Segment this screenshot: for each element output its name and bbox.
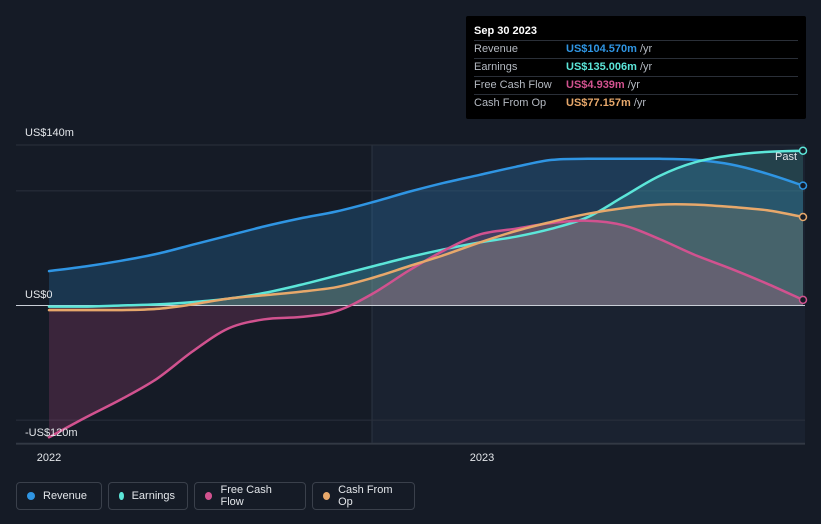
- tooltip-unit: /yr: [639, 43, 653, 55]
- tooltip-label: Earnings: [474, 61, 518, 73]
- tooltip-value: US$4.939m: [566, 79, 625, 91]
- legend-item-earnings[interactable]: Earnings: [108, 482, 188, 510]
- cash-from-op-endpoint: [798, 212, 808, 222]
- legend-label: Free Cash Flow: [220, 484, 272, 508]
- x-tick-label: 2023: [470, 452, 494, 464]
- revenue-area: [49, 158, 803, 306]
- tooltip: Sep 30 2023 Revenue US$104.570m /yr Earn…: [466, 16, 806, 119]
- tooltip-row-free-cash-flow: Free Cash Flow US$4.939m /yr: [474, 76, 798, 94]
- free-cash-flow-dot-icon: [205, 492, 213, 500]
- free-cash-flow-endpoint: [798, 295, 808, 305]
- earnings-dot-icon: [119, 492, 124, 500]
- earnings-line: [47, 149, 805, 308]
- legend: Revenue Earnings Free Cash Flow Cash Fro…: [16, 482, 415, 510]
- tooltip-row-cash-from-op: Cash From Op US$77.157m /yr: [474, 94, 798, 112]
- revenue-line: [47, 157, 805, 273]
- free-cash-flow-area: [49, 220, 803, 438]
- legend-label: Earnings: [131, 490, 175, 502]
- y-tick-label: -US$120m: [25, 427, 78, 439]
- earnings-endpoint: [798, 146, 808, 155]
- y-tick-label: US$140m: [25, 127, 74, 139]
- revenue-endpoint: [798, 181, 808, 190]
- tooltip-row-revenue: Revenue US$104.570m /yr: [474, 40, 798, 58]
- legend-item-cash-from-op[interactable]: Cash From Op: [312, 482, 415, 510]
- axis-labels: US$140m US$0 -US$120m 2022 2023 Past: [25, 127, 797, 464]
- tooltip-row-earnings: Earnings US$135.006m /yr: [474, 58, 798, 76]
- tooltip-date: Sep 30 2023: [474, 25, 537, 37]
- x-tick-label: 2022: [37, 452, 61, 464]
- cash-from-op-dot-icon: [323, 492, 331, 500]
- revenue-dot-icon: [27, 492, 35, 500]
- tooltip-value: US$77.157m: [566, 97, 631, 109]
- series-areas: [49, 150, 803, 438]
- tooltip-label: Revenue: [474, 43, 519, 55]
- legend-label: Cash From Op: [338, 484, 393, 508]
- cash-from-op-area: [49, 204, 803, 311]
- tooltip-label: Free Cash Flow: [474, 79, 552, 91]
- tooltip-unit: /yr: [639, 61, 653, 73]
- series-lines: [47, 149, 805, 439]
- earnings-area: [49, 150, 803, 307]
- cash-from-op-line: [47, 202, 805, 312]
- series-endpoints: [798, 146, 808, 305]
- y-tick-label: US$0: [25, 289, 53, 301]
- past-label: Past: [775, 151, 797, 163]
- legend-item-free-cash-flow[interactable]: Free Cash Flow: [194, 482, 306, 510]
- tooltip-unit: /yr: [633, 97, 647, 109]
- tooltip-unit: /yr: [627, 79, 640, 91]
- tooltip-value: US$104.570m: [566, 43, 637, 55]
- tooltip-label: Cash From Op: [474, 97, 547, 109]
- tooltip-value: US$135.006m: [566, 61, 637, 73]
- past-region-shade: [372, 145, 805, 444]
- legend-item-revenue[interactable]: Revenue: [16, 482, 102, 510]
- legend-label: Revenue: [43, 490, 88, 502]
